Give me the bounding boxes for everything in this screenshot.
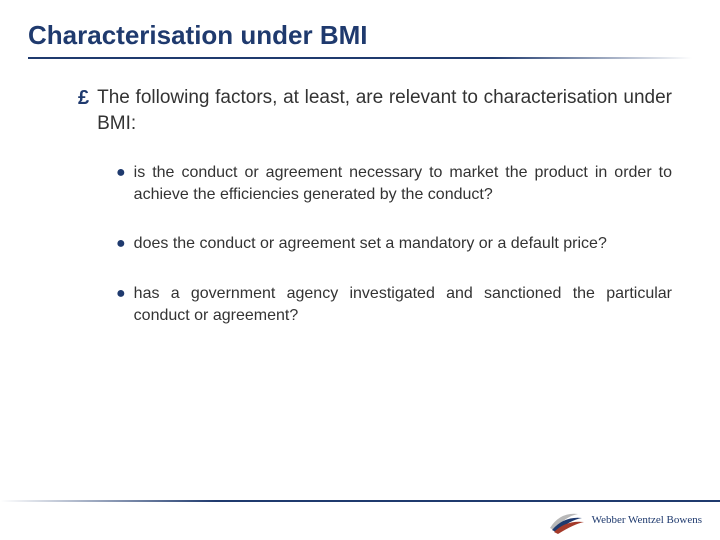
title-underline: [28, 57, 692, 59]
footer: Webber Wentzel Bowens: [0, 500, 720, 540]
dot-bullet-icon: ●: [116, 233, 126, 255]
list-item: ● does the conduct or agreement set a ma…: [116, 233, 672, 255]
sub-text: does the conduct or agreement set a mand…: [134, 233, 607, 255]
company-name: Webber Wentzel Bowens: [592, 514, 702, 526]
company-logo: Webber Wentzel Bowens: [548, 506, 702, 534]
main-bullet-item: £ The following factors, at least, are r…: [78, 85, 672, 136]
sub-text: is the conduct or agreement necessary to…: [134, 162, 672, 205]
list-item: ● has a government agency investigated a…: [116, 283, 672, 326]
pound-bullet-icon: £: [78, 85, 89, 111]
slide-title: Characterisation under BMI: [28, 20, 692, 51]
slide: Characterisation under BMI £ The followi…: [0, 0, 720, 540]
content-area: £ The following factors, at least, are r…: [28, 85, 692, 326]
sub-list: ● is the conduct or agreement necessary …: [78, 162, 672, 326]
logo-swoosh-icon: [548, 506, 584, 534]
sub-text: has a government agency investigated and…: [134, 283, 672, 326]
list-item: ● is the conduct or agreement necessary …: [116, 162, 672, 205]
footer-divider: [0, 500, 720, 502]
dot-bullet-icon: ●: [116, 162, 126, 184]
main-text: The following factors, at least, are rel…: [97, 85, 672, 136]
dot-bullet-icon: ●: [116, 283, 126, 305]
